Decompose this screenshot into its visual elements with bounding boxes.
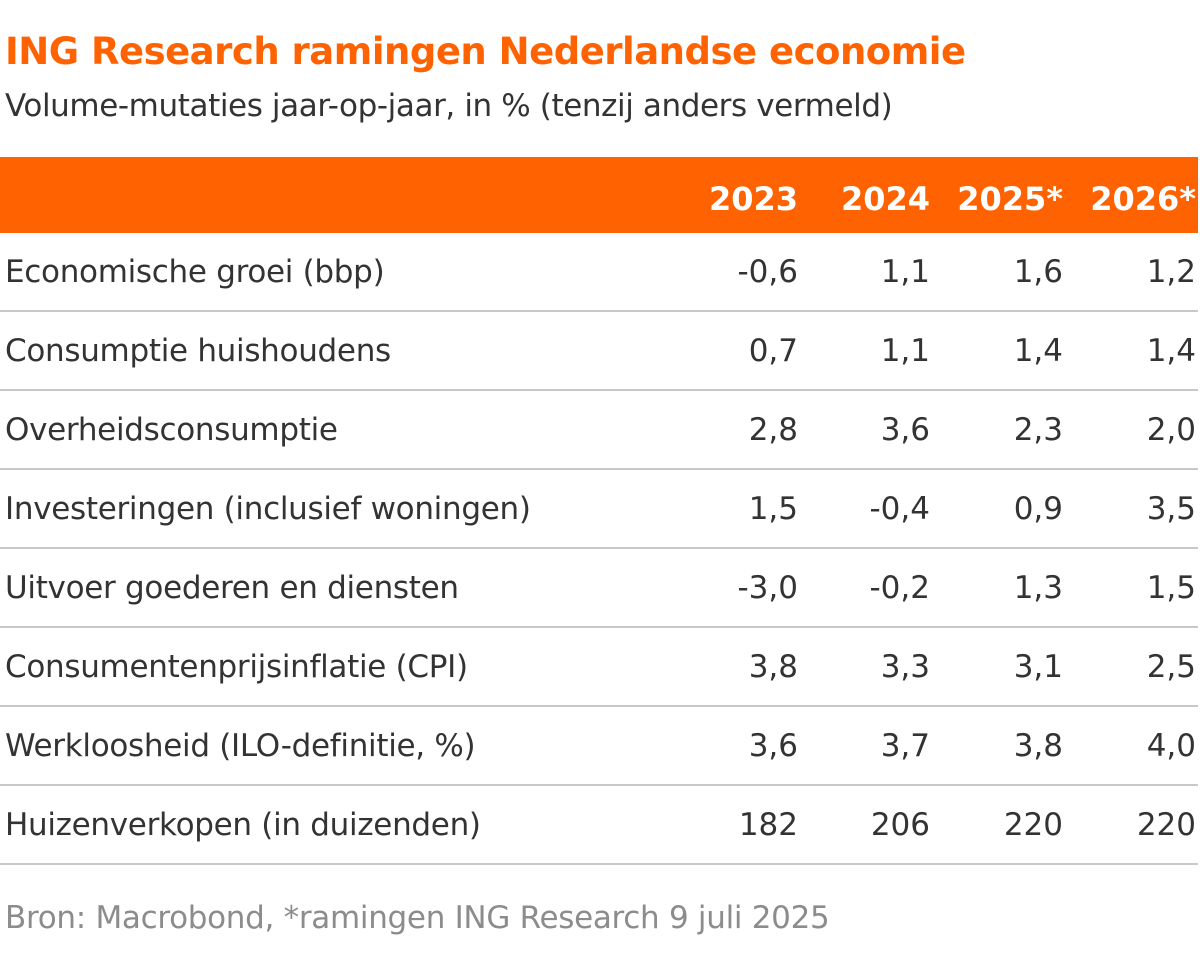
table-row: Huizenverkopen (in duizenden) 182 206 22…: [0, 786, 1198, 865]
table-cell: 3,8: [748, 648, 798, 685]
table-row: Uitvoer goederen en diensten -3,0 -0,2 1…: [0, 549, 1198, 628]
column-header-2023: 2023: [708, 180, 798, 218]
source-note: Bron: Macrobond, *ramingen ING Research …: [5, 900, 830, 936]
table-cell: 3,8: [1013, 727, 1063, 764]
table-row: Economische groei (bbp) -0,6 1,1 1,6 1,2: [0, 233, 1198, 312]
table-cell: 3,7: [880, 727, 930, 764]
table-cell: 2,3: [1013, 411, 1063, 448]
table-cell: -0,2: [869, 569, 931, 606]
table-cell: 2,5: [1146, 648, 1196, 685]
table-row: Overheidsconsumptie 2,8 3,6 2,3 2,0: [0, 391, 1198, 470]
table-cell: -3,0: [737, 569, 799, 606]
table-cell: 1,1: [880, 253, 930, 290]
column-header-2025: 2025*: [957, 180, 1063, 218]
table-cell: 3,3: [880, 648, 930, 685]
table-cell: 3,1: [1013, 648, 1063, 685]
row-label: Consumentenprijsinflatie (CPI): [5, 648, 468, 685]
table-cell: 206: [870, 806, 930, 843]
table-cell: 4,0: [1146, 727, 1196, 764]
table-row: Investeringen (inclusief woningen) 1,5 -…: [0, 470, 1198, 549]
row-label: Overheidsconsumptie: [5, 411, 338, 448]
table-cell: 1,5: [748, 490, 798, 527]
table-cell: 0,7: [748, 332, 798, 369]
row-label: Uitvoer goederen en diensten: [5, 569, 459, 606]
table-cell: 3,5: [1146, 490, 1196, 527]
table-cell: -0,4: [869, 490, 931, 527]
chart-subtitle: Volume-mutaties jaar-op-jaar, in % (tenz…: [5, 88, 893, 124]
table-cell: 1,3: [1013, 569, 1063, 606]
table-cell: 1,2: [1146, 253, 1196, 290]
forecast-table: 2023 2024 2025* 2026* Economische groei …: [0, 157, 1198, 865]
table-cell: 1,4: [1013, 332, 1063, 369]
row-label: Economische groei (bbp): [5, 253, 385, 290]
table-row: Consumptie huishoudens 0,7 1,1 1,4 1,4: [0, 312, 1198, 391]
table-cell: 220: [1136, 806, 1196, 843]
table-cell: 1,5: [1146, 569, 1196, 606]
row-label: Consumptie huishoudens: [5, 332, 391, 369]
table-cell: 2,0: [1146, 411, 1196, 448]
column-header-2024: 2024: [840, 180, 930, 218]
row-label: Werkloosheid (ILO-definitie, %): [5, 727, 476, 764]
table-cell: 182: [738, 806, 798, 843]
table-cell: 0,9: [1013, 490, 1063, 527]
table-cell: 1,4: [1146, 332, 1196, 369]
chart-title: ING Research ramingen Nederlandse econom…: [5, 30, 966, 73]
table-header-row: 2023 2024 2025* 2026*: [0, 157, 1198, 233]
table-row: Consumentenprijsinflatie (CPI) 3,8 3,3 3…: [0, 628, 1198, 707]
table-cell: 1,6: [1013, 253, 1063, 290]
table-cell: 1,1: [880, 332, 930, 369]
table-cell: 2,8: [748, 411, 798, 448]
column-header-2026: 2026*: [1090, 180, 1196, 218]
table-row: Werkloosheid (ILO-definitie, %) 3,6 3,7 …: [0, 707, 1198, 786]
table-cell: 3,6: [748, 727, 798, 764]
table-cell: -0,6: [737, 253, 799, 290]
table-cell: 3,6: [880, 411, 930, 448]
row-label: Huizenverkopen (in duizenden): [5, 806, 481, 843]
table-cell: 220: [1003, 806, 1063, 843]
row-label: Investeringen (inclusief woningen): [5, 490, 531, 527]
